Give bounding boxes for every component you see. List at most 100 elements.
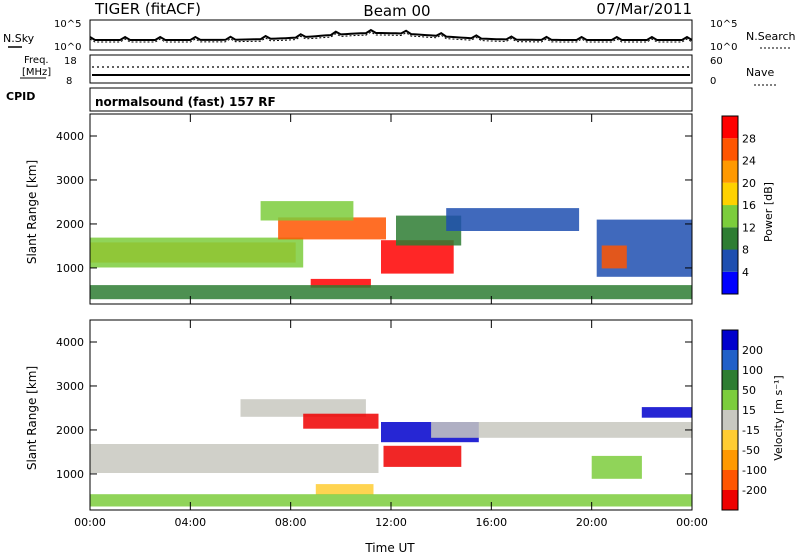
nsearch-tick-top: 10^5 [710, 19, 737, 30]
power-ytick-label-2: 3000 [56, 174, 84, 187]
cpid-label: CPID [6, 90, 35, 103]
nave-tick-bottom: 0 [710, 76, 716, 87]
power-cell-10 [90, 285, 692, 300]
power-colorbar-tick-6: 28 [742, 132, 756, 145]
velocity-colorbar-tick-0: 200 [742, 344, 763, 357]
power-colorbar-label: Power [dB] [762, 182, 775, 242]
nave-tick-top: 60 [710, 56, 723, 67]
velocity-colorbar-swatch-1 [722, 350, 738, 370]
velocity-cell-1 [240, 399, 366, 417]
velocity-ytick-label-2: 3000 [56, 380, 84, 393]
cpid-mode-text: normalsound (fast) 157 RF [95, 95, 276, 109]
velocity-colorbar-swatch-3 [722, 390, 738, 410]
cpid-panel: CPID normalsound (fast) 157 RF [6, 87, 693, 112]
power-ytick-label-0: 1000 [56, 262, 84, 275]
x-tick-label-4: 16:00 [475, 516, 507, 529]
velocity-colorbar: 200 100 50 15 -15 -50 -100 -200 [721, 329, 767, 511]
velocity-cell-6 [431, 422, 692, 438]
power-colorbar-tick-5: 24 [742, 155, 756, 168]
x-axis: 00:00 04:00 08:00 12:00 16:00 20:00 00:00 [74, 114, 708, 529]
freq-label-1: Freq. [24, 55, 49, 66]
velocity-ytick-label-0: 1000 [56, 468, 84, 481]
velocity-colorbar-tick-5: -50 [742, 444, 760, 457]
x-tick-label-5: 20:00 [576, 516, 608, 529]
velocity-cell-5 [315, 484, 374, 495]
x-axis-label: Time UT [364, 541, 415, 554]
power-colorbar-tick-2: 12 [742, 221, 756, 234]
velocity-colorbar-tick-1: 100 [742, 364, 763, 377]
velocity-colorbar-tick-2: 50 [742, 384, 756, 397]
velocity-colorbar-frame [721, 329, 739, 511]
nave-label: Nave [746, 66, 774, 79]
power-ytick-label-3: 4000 [56, 130, 84, 143]
velocity-colorbar-swatch-7 [722, 470, 738, 490]
velocity-colorbar-tick-3: 15 [742, 404, 756, 417]
header-right-title: 07/Mar/2011 [596, 0, 692, 18]
power-colorbar-swatch-6 [722, 138, 738, 161]
power-cell-6 [310, 278, 371, 288]
velocity-cell-7 [591, 455, 642, 479]
velocity-colorbar-label: Velocity [m s⁻¹] [772, 375, 785, 460]
velocity-colorbar-swatch-4 [722, 410, 738, 430]
velocity-colorbar-swatch-2 [722, 370, 738, 390]
power-cell-7 [446, 208, 580, 231]
velocity-cell-0 [90, 444, 379, 473]
nsearch-label: N.Search [746, 30, 796, 43]
power-cell-4 [381, 240, 454, 274]
header-left-title: TIGER (fitACF) [94, 0, 201, 18]
velocity-ytick-label-1: 2000 [56, 424, 84, 437]
freq-tick-bottom: 8 [66, 76, 72, 87]
power-colorbar-swatch-2 [722, 227, 738, 250]
power-colorbar-tick-1: 8 [742, 244, 749, 257]
x-tick-label-2: 08:00 [275, 516, 307, 529]
velocity-colorbar-swatch-8 [722, 490, 738, 510]
nsky-tick-top: 10^5 [54, 19, 81, 30]
nsky-frame [89, 19, 693, 51]
cpid-frame [89, 87, 693, 112]
power-colorbar-swatch-0 [722, 271, 738, 295]
power-colorbar-swatch-4 [722, 182, 738, 206]
power-ytick-label-1: 2000 [56, 218, 84, 231]
velocity-colorbar-tick-7: -200 [742, 484, 767, 497]
power-heatmap-cells [90, 201, 692, 300]
x-tick-label-3: 12:00 [375, 516, 407, 529]
velocity-ylabel: Slant Range [km] [25, 366, 39, 470]
power-yaxis-ticks: 1000 2000 3000 4000 [56, 130, 692, 275]
velocity-cell-9 [90, 494, 692, 507]
power-colorbar: 4 8 12 16 20 24 28 [721, 115, 756, 295]
freq-tick-top: 18 [64, 56, 77, 67]
velocity-cell-8 [641, 407, 692, 418]
x-tick-label-1: 04:00 [174, 516, 206, 529]
power-colorbar-swatch-5 [722, 160, 738, 183]
power-panel: 1000 2000 3000 4000 Slant Range [km] 4 8 12 16… [25, 113, 775, 305]
nsky-label: N.Sky [3, 32, 35, 45]
freq-panel: Freq. [MHz] 18 8 60 0 Nave [20, 54, 776, 87]
x-tick-label-6: 00:00 [676, 516, 708, 529]
velocity-colorbar-swatch-5 [722, 430, 738, 450]
power-colorbar-tick-3: 16 [742, 199, 756, 212]
power-colorbar-swatch-7 [722, 116, 738, 139]
power-cell-9 [601, 245, 627, 269]
power-colorbar-tick-4: 20 [742, 177, 756, 190]
power-colorbar-swatch-1 [722, 249, 738, 272]
velocity-cell-4 [383, 445, 462, 467]
power-colorbar-frame [721, 115, 739, 295]
nsearch-tick-bottom: 10^0 [710, 42, 737, 53]
velocity-colorbar-tick-6: -100 [742, 464, 767, 477]
x-tick-label-0: 00:00 [74, 516, 106, 529]
power-colorbar-swatch-3 [722, 205, 738, 228]
nsky-trace [89, 28, 693, 41]
nsearch-trace [89, 31, 693, 43]
power-cell-3 [260, 201, 354, 221]
nsky-tick-bottom: 10^0 [54, 42, 81, 53]
velocity-colorbar-swatch-6 [722, 450, 738, 470]
velocity-heatmap-cells [90, 399, 692, 507]
power-cell-1 [90, 237, 304, 268]
velocity-colorbar-tick-4: -15 [742, 424, 760, 437]
velocity-yaxis-ticks: 1000 2000 3000 4000 [56, 336, 692, 481]
velocity-plot-background [90, 320, 692, 510]
velocity-ytick-label-3: 4000 [56, 336, 84, 349]
freq-frame [89, 54, 693, 84]
velocity-panel: 1000 2000 3000 4000 Slant Range [km] 200 100… [25, 319, 785, 511]
